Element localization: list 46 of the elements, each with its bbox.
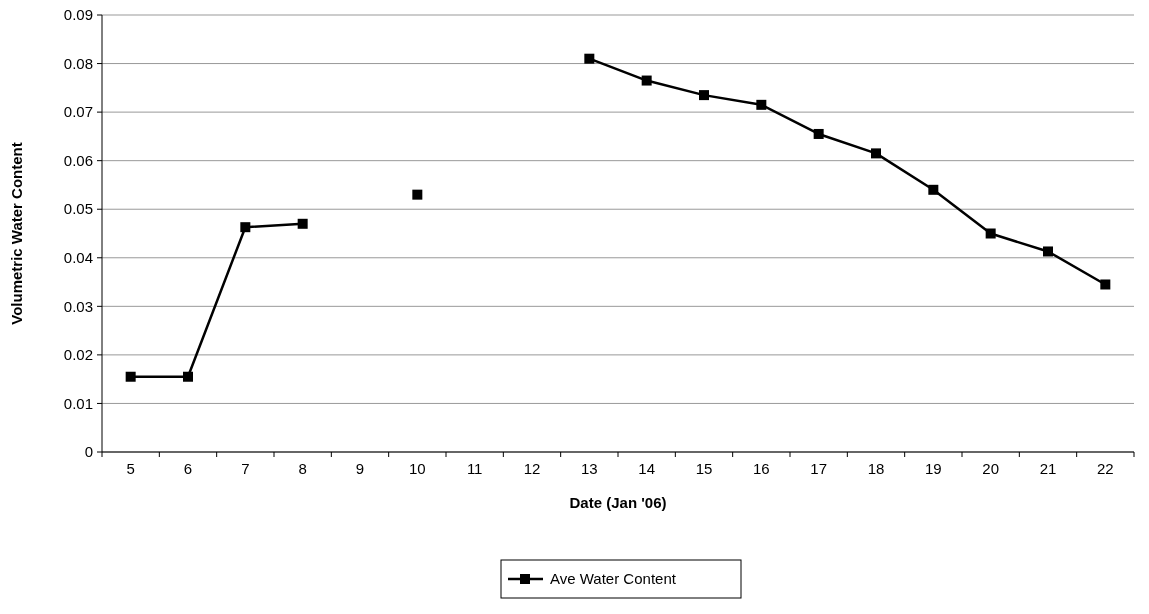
point	[240, 222, 251, 233]
x-tick-label: 7	[241, 460, 250, 477]
point	[813, 128, 824, 139]
x-tick-label: 10	[408, 460, 426, 477]
point	[125, 371, 136, 382]
point	[928, 184, 939, 195]
point	[1100, 279, 1111, 290]
x-tick-label: 14	[638, 460, 656, 477]
point	[297, 218, 308, 229]
legend-label: Ave Water Content	[550, 570, 677, 588]
y-tick-label: 0.02	[63, 346, 93, 364]
y-tick-label: 0	[84, 443, 93, 461]
point	[699, 90, 709, 101]
point	[985, 228, 996, 239]
point	[641, 75, 652, 86]
x-tick-label: 8	[298, 460, 307, 477]
x-tick-label: 12	[523, 460, 541, 477]
y-tick-label: 0.06	[63, 151, 93, 169]
x-tick-label: 9	[355, 460, 365, 477]
x-tick-label: 21	[1039, 460, 1057, 477]
y-tick-label: 0.07	[63, 103, 93, 121]
y-tick-label: 0.01	[63, 394, 93, 412]
x-tick-label: 20	[982, 460, 1000, 477]
x-tick-label: 18	[867, 460, 885, 477]
point	[183, 371, 193, 382]
x-tick-label: 15	[695, 460, 713, 477]
point	[756, 99, 767, 110]
y-tick-label: 0.08	[63, 54, 93, 72]
x-tick-label: 13	[580, 460, 598, 477]
point	[871, 148, 881, 159]
y-axis-title: Volumetric Water Content	[8, 142, 25, 325]
y-tick-label: 0.05	[63, 200, 93, 218]
point	[1043, 246, 1053, 257]
y-tick-label: 0.03	[63, 297, 93, 315]
x-tick-label: 5	[126, 460, 135, 477]
x-tick-label: 11	[466, 460, 483, 477]
x-tick-label: 19	[924, 460, 942, 477]
point	[412, 189, 423, 200]
x-axis-title: Date (Jan '06)	[569, 494, 667, 511]
x-tick-label: 6	[183, 460, 193, 477]
y-tick-label: 0.04	[63, 249, 93, 267]
x-tick-label: 16	[752, 460, 770, 477]
point	[584, 53, 595, 64]
y-tick-label: 0.09	[63, 6, 93, 24]
x-tick-label: 17	[810, 460, 828, 477]
x-tick-label: 22	[1096, 460, 1114, 477]
